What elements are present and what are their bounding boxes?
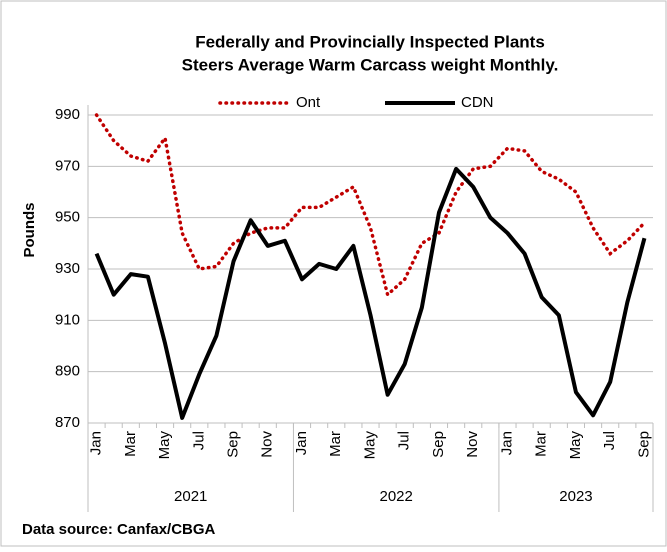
y-tick-label: 890 (55, 363, 80, 380)
x-tick-label: Mar (122, 431, 139, 457)
x-tick-label: May (567, 431, 584, 460)
y-tick-label: 950 (55, 209, 80, 226)
x-tick-label: May (156, 431, 173, 460)
legend-label: Ont (296, 94, 321, 111)
x-tick-label: Sep (430, 431, 447, 458)
year-label: 2022 (379, 488, 412, 505)
x-tick-label: Jan (293, 431, 310, 455)
legend-label: CDN (461, 94, 494, 111)
x-tick-label: Jul (396, 431, 413, 450)
x-tick-label: Sep (224, 431, 241, 458)
x-tick-label: Nov (464, 431, 481, 458)
year-label: 2023 (559, 488, 592, 505)
series-line (94, 113, 647, 298)
y-tick-label: 990 (55, 106, 80, 123)
chart-title: Federally and Provincially Inspected Pla… (195, 32, 545, 51)
x-tick-label: May (361, 431, 378, 460)
y-tick-label: 870 (55, 414, 80, 431)
x-tick-label: Jul (601, 431, 618, 450)
y-tick-label: 970 (55, 157, 80, 174)
x-tick-label: Nov (259, 431, 276, 458)
x-tick-label: Jul (190, 431, 207, 450)
y-tick-label: 930 (55, 260, 80, 277)
y-tick-label: 910 (55, 311, 80, 328)
y-axis-label: Pounds (21, 203, 38, 258)
source-note: Data source: Canfax/CBGA (22, 521, 216, 538)
year-label: 2021 (174, 488, 207, 505)
series-line (94, 166, 647, 420)
x-tick-label: Jan (88, 431, 105, 455)
x-tick-label: Mar (533, 431, 550, 457)
x-tick-label: Mar (327, 431, 344, 457)
x-tick-label: Jan (498, 431, 515, 455)
chart-title: Steers Average Warm Carcass weight Month… (182, 55, 559, 74)
x-tick-label: Sep (635, 431, 652, 458)
